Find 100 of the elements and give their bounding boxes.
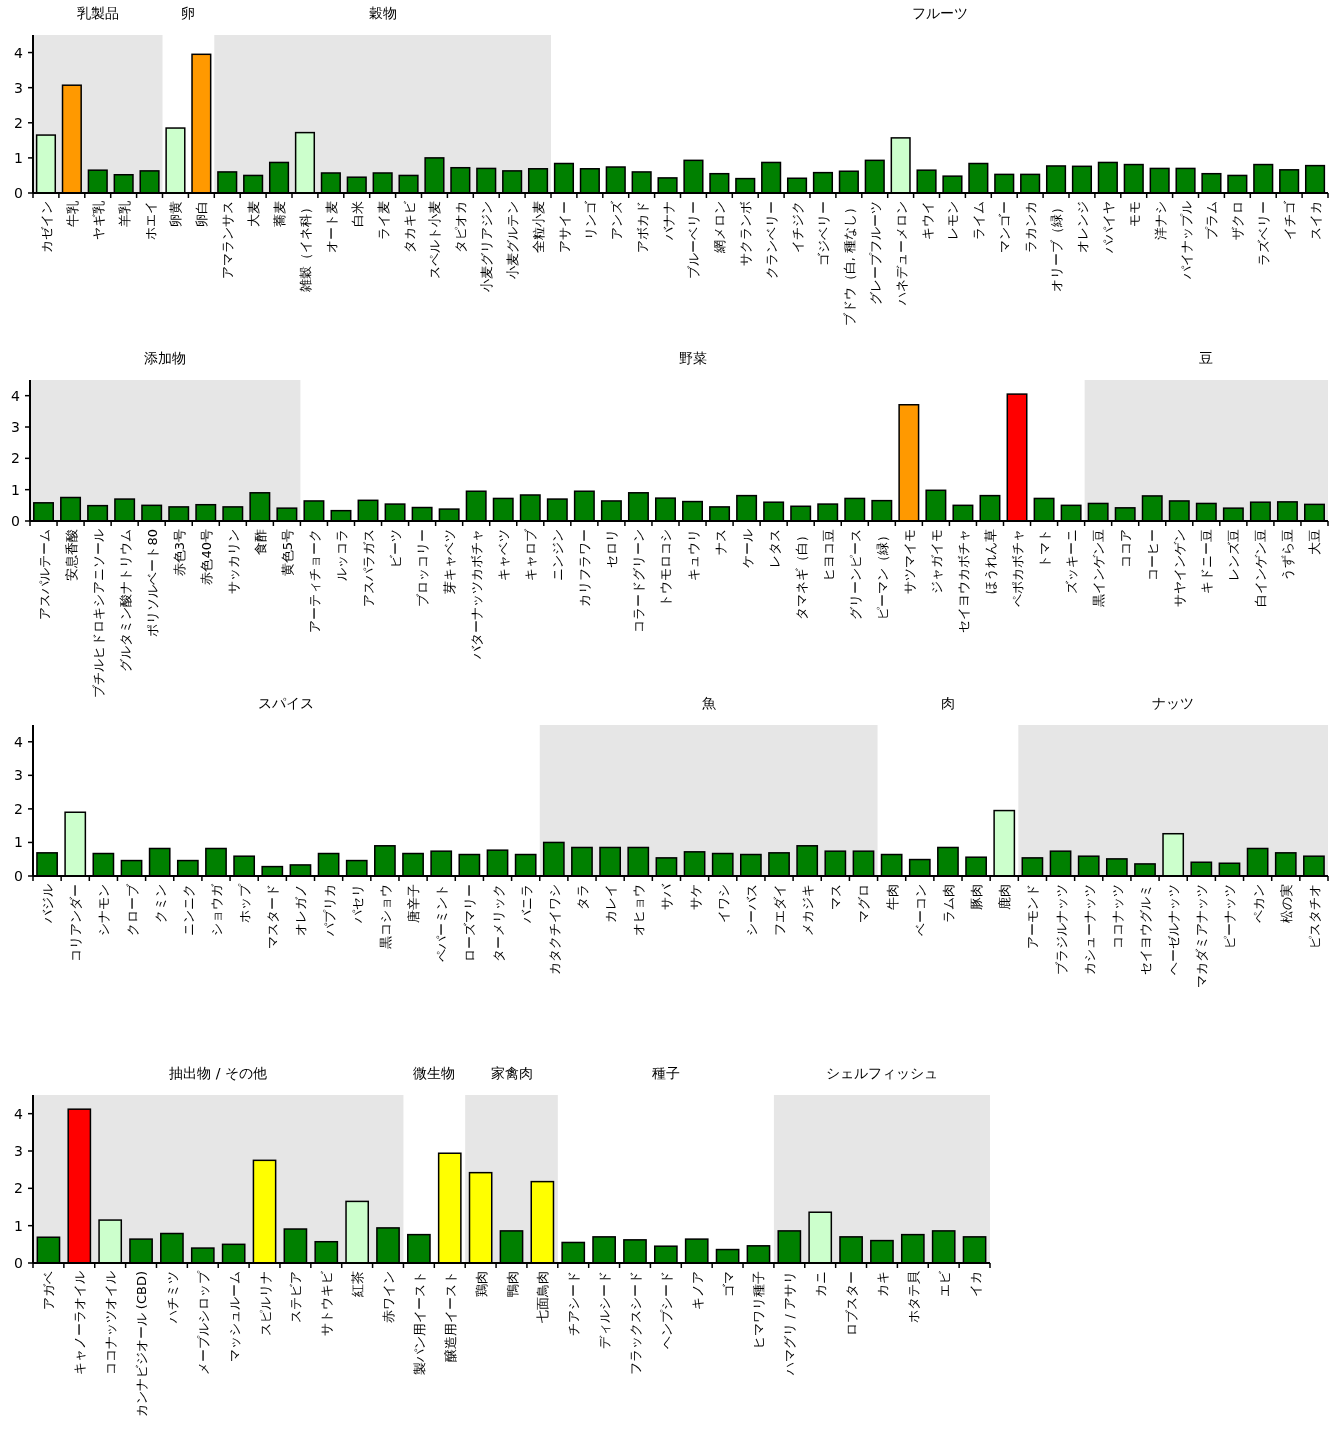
x-tick-label: イカ	[967, 1271, 983, 1297]
y-tick-label: 0	[14, 185, 23, 201]
x-tick-label: アーモンド	[1025, 884, 1041, 949]
x-tick-label: パセリ	[349, 884, 365, 924]
x-tick-label: フラックスシード	[627, 1271, 643, 1375]
x-tick-label: ホエイ	[142, 201, 158, 240]
x-tick-label: ブチルヒドロキシアニソール	[90, 529, 106, 698]
x-tick-label: サトウキビ	[319, 1270, 335, 1336]
x-tick-label: マスタード	[265, 884, 281, 949]
x-tick-label: メープルシロップ	[195, 1270, 211, 1375]
x-tick-label: ザクロ	[1230, 201, 1246, 240]
text: スパイス	[258, 695, 315, 711]
x-tick-label: ズッキーニ	[1064, 529, 1080, 594]
x-tick-label: 蕎麦	[272, 201, 288, 227]
x-tick-label: ラム肉	[940, 884, 956, 923]
band-label: 抽出物 / その他	[169, 1065, 268, 1081]
y-tick-label: 3	[14, 767, 23, 784]
x-tick-label: ヘーゼルナッツ	[1166, 884, 1182, 975]
x-tick-label: アマランサス	[220, 201, 236, 279]
x-tick-label: アスパラガス	[361, 529, 377, 607]
text: 卵	[181, 5, 196, 21]
y-tick-label: 4	[11, 387, 21, 404]
x-tick-label: マス	[828, 884, 844, 910]
x-tick-label: 黒コショウ	[377, 884, 393, 949]
x-tick-label: カニ	[813, 1271, 829, 1297]
x-tick-label: ヒマワリ種子	[751, 1271, 767, 1349]
x-tick-label: グリーンピース	[847, 529, 863, 620]
x-tick-label: ステビア	[288, 1271, 304, 1323]
x-tick-label: 黄色5号	[279, 529, 295, 577]
x-tick-label: アガベ	[41, 1271, 57, 1310]
x-tick-label: セイヨウカボチャ	[955, 529, 971, 633]
x-tick-label: 赤ワイン	[381, 1271, 397, 1323]
band-label: 家禽肉	[490, 1065, 533, 1081]
x-tick-label: 卵白	[194, 201, 210, 227]
x-tick-label: トマト	[1037, 529, 1053, 568]
x-tick-label: シーバス	[743, 884, 759, 936]
band-label: 穀物	[368, 5, 397, 21]
x-tick-label: バナナ	[660, 201, 676, 241]
x-tick-label: オレンジ	[1074, 201, 1090, 253]
x-tick-label: ロブスター	[844, 1271, 860, 1336]
x-tick-label: カシューナッツ	[1081, 884, 1097, 975]
x-tick-label: ペポカボチャ	[1010, 529, 1026, 607]
x-tick-label: ピーマン（緑）	[874, 529, 890, 620]
x-tick-label: ブラジルナッツ	[1053, 884, 1069, 975]
x-tick-label: タピオカ	[453, 201, 469, 253]
x-tick-label: パイナップル	[1178, 201, 1194, 280]
x-tick-label: ジャガイモ	[928, 529, 944, 594]
x-tick-label: 全粒小麦	[531, 201, 547, 253]
x-tick-label: ホタテ貝	[905, 1271, 921, 1323]
x-tick-label: セロリ	[604, 529, 620, 568]
y-tick-label: 0	[11, 513, 20, 529]
y-tick-label: 1	[14, 149, 23, 166]
band-label: 添加物	[144, 350, 187, 366]
x-tick-label: カリフラワー	[577, 529, 593, 607]
x-tick-label: オレガノ	[293, 884, 309, 936]
x-tick-label: ピーナッツ	[1222, 884, 1238, 949]
x-tick-label: ラズベリー	[1256, 201, 1272, 266]
y-tick-label: 4	[14, 1105, 24, 1122]
x-tick-label: 醸造用イースト	[442, 1271, 458, 1362]
x-tick-label: ハネデューメロン	[893, 201, 909, 306]
x-tick-label: ほうれん草	[982, 529, 998, 594]
x-tick-label: バターナッツカボチャ	[469, 529, 485, 660]
x-tick-label: ライム	[971, 201, 987, 240]
text: 種子	[651, 1065, 680, 1081]
x-tick-label: 小麦グルテン	[505, 201, 521, 279]
text: 野菜	[678, 350, 707, 366]
x-tick-label: パプリカ	[321, 884, 337, 937]
x-tick-label: 鶏肉	[473, 1271, 489, 1297]
x-tick-label: ブドウ（白, 種なし）	[841, 201, 857, 327]
x-tick-label: プラム	[1204, 201, 1220, 240]
x-tick-label: ケール	[739, 529, 755, 568]
x-tick-label: 雑穀（イネ科）	[297, 201, 313, 292]
x-tick-label: オート麦	[323, 201, 339, 253]
x-tick-label: カンナビジオール (CBD)	[134, 1271, 150, 1418]
x-tick-label: 卵黄	[168, 201, 184, 227]
x-tick-label: チアシード	[566, 1271, 582, 1336]
x-tick-label: バニラ	[518, 884, 534, 924]
x-tick-label: ハマグリ / アサリ	[782, 1271, 798, 1376]
x-tick-label: ココナッツ	[1109, 884, 1125, 949]
x-tick-label: サヤインゲン	[1172, 529, 1188, 607]
x-tick-label: 小麦グリアジン	[479, 201, 495, 292]
x-tick-label: レタス	[766, 529, 782, 568]
x-tick-label: 赤色3号	[171, 529, 187, 577]
x-tick-label: メカジキ	[800, 884, 816, 936]
x-tick-label: ニンジン	[550, 529, 566, 581]
y-tick-label: 3	[11, 419, 20, 435]
text: フルーツ	[911, 5, 968, 21]
x-tick-label: ココア	[1118, 529, 1134, 568]
x-tick-label: 製パン用イースト	[411, 1271, 427, 1375]
x-tick-label: ポリソルベート80	[144, 529, 160, 637]
x-tick-label: コリアンダー	[68, 884, 84, 962]
y-tick-label: 2	[14, 1180, 23, 1197]
y-tick-label: 3	[14, 79, 23, 96]
x-tick-label: キノア	[689, 1271, 705, 1310]
x-tick-label: キャベツ	[496, 529, 512, 581]
band-label: 乳製品	[76, 5, 119, 21]
x-tick-label: ローズマリー	[462, 884, 478, 962]
x-tick-label: ペカン	[1250, 884, 1266, 923]
x-tick-label: キャロブ	[523, 528, 539, 581]
x-tick-label: クローブ	[124, 883, 140, 936]
